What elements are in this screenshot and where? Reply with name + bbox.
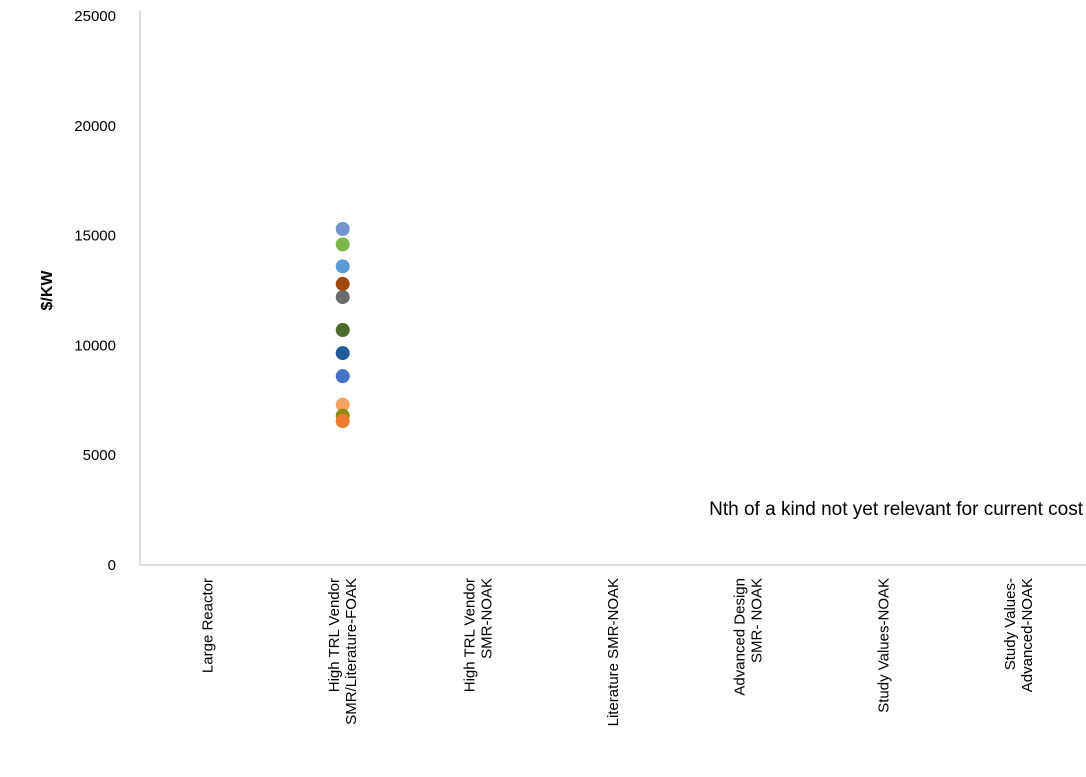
data-point — [335, 276, 350, 291]
x-tick-label: SMR/Literature-FOAK — [343, 578, 360, 725]
y-tick-label: 25000 — [74, 8, 116, 25]
y-axis-label: $/KW — [39, 270, 56, 311]
x-tick-label: SMR- NOAK — [749, 578, 766, 663]
x-tick-label: High TRL Vendor — [326, 578, 343, 692]
x-tick-label: SMR-NOAK — [478, 578, 495, 659]
x-tick-label: Large Reactor — [200, 578, 217, 673]
x-tick-label: Literature SMR-NOAK — [605, 578, 622, 726]
data-point — [335, 369, 350, 384]
x-tick-label: High TRL Vendor — [461, 578, 478, 692]
x-axis: Large Reactor High TRL Vendor SMR/Literatu… — [140, 564, 1086, 726]
data-point — [335, 290, 350, 305]
data-point — [335, 397, 350, 412]
y-tick-label: 15000 — [74, 228, 116, 245]
data-point — [335, 222, 350, 237]
data-points — [335, 222, 350, 429]
data-point — [335, 346, 350, 361]
y-tick-label: 20000 — [74, 118, 116, 135]
y-tick-label: 10000 — [74, 337, 116, 354]
x-tick-label: Study Values-NOAK — [875, 578, 892, 713]
data-point — [335, 414, 350, 429]
y-axis: 0 5000 10000 15000 20000 25000 — [74, 8, 141, 574]
data-point — [335, 237, 350, 252]
x-tick-label: Study Values- — [1002, 578, 1019, 670]
x-tick-label: Advanced Design — [732, 578, 749, 696]
y-tick-label: 0 — [108, 557, 116, 574]
chart-annotation: Nth of a kind not yet relevant for curre… — [709, 499, 1084, 520]
x-tick-label: Advanced-NOAK — [1019, 578, 1036, 692]
y-tick-label: 5000 — [83, 447, 116, 464]
data-point — [335, 259, 350, 274]
data-point — [335, 323, 350, 338]
